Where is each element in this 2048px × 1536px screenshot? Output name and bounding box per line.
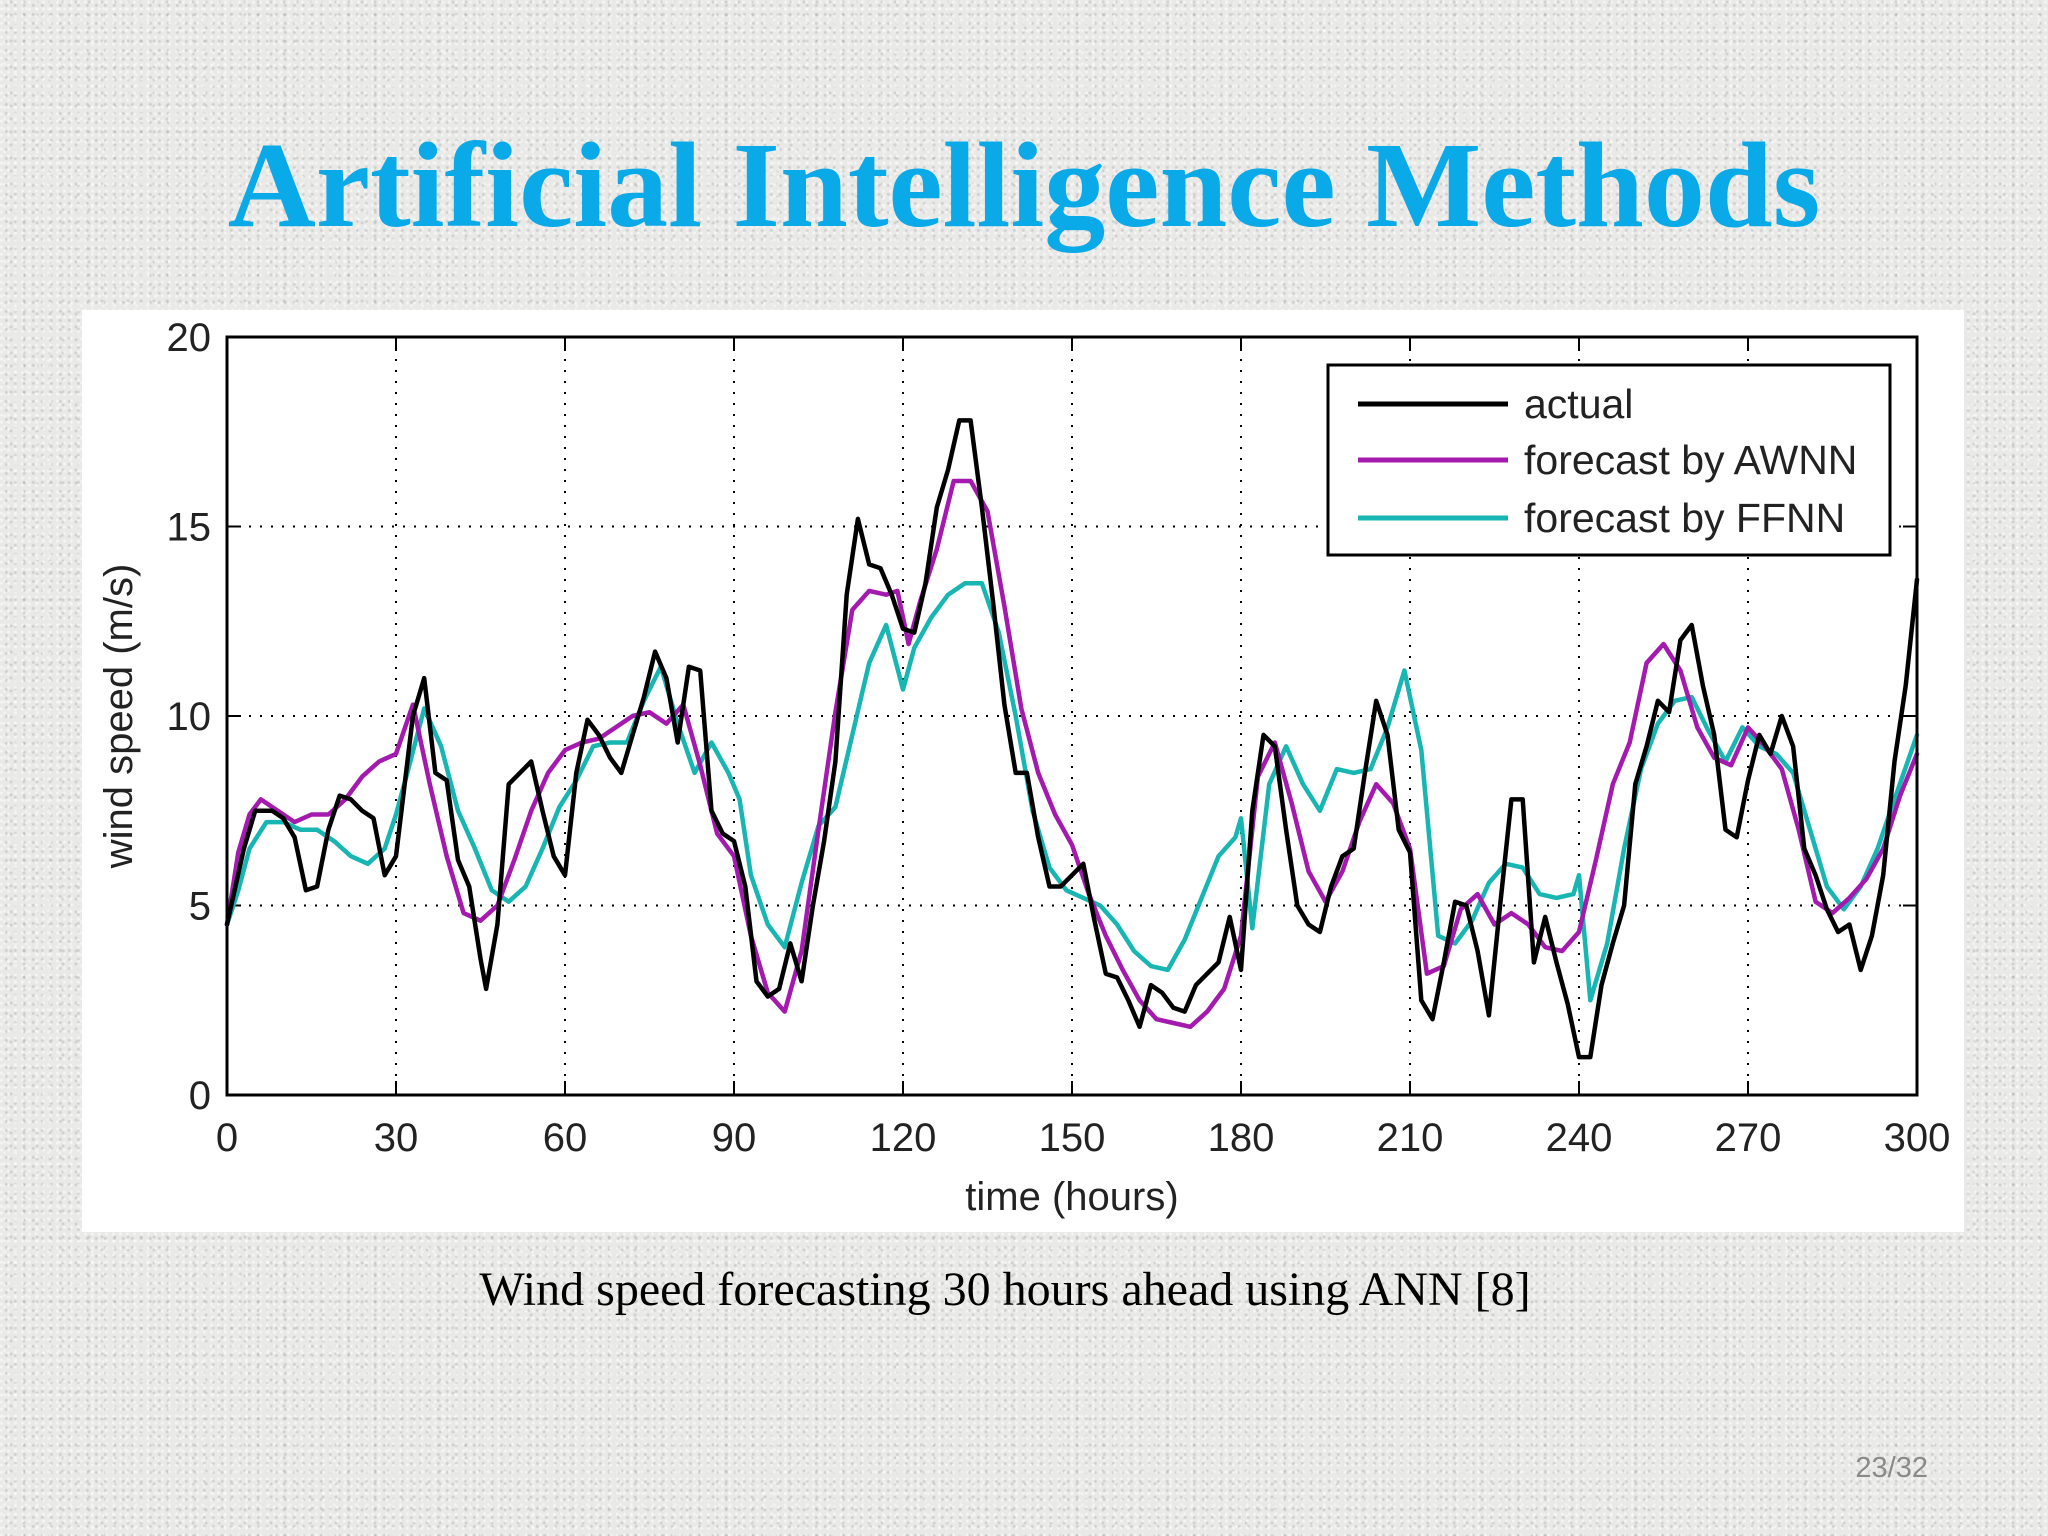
slide-title: Artificial Intelligence Methods bbox=[227, 118, 1821, 253]
legend-label-ffnn: forecast by FFNN bbox=[1524, 495, 1845, 541]
x-tick-label: 90 bbox=[712, 1116, 757, 1160]
y-tick-label: 0 bbox=[189, 1074, 211, 1118]
legend: actual forecast by AWNN forecast by FFNN bbox=[1326, 363, 1892, 557]
legend-label-awnn: forecast by AWNN bbox=[1524, 437, 1857, 483]
x-tick-label: 60 bbox=[543, 1116, 588, 1160]
y-tick-label: 20 bbox=[167, 316, 212, 360]
x-tick-label: 270 bbox=[1715, 1116, 1782, 1160]
tick-labels: 0 30 60 90 120 150 180 210 240 270 300 0 5 10 15 20 bbox=[167, 316, 1951, 1160]
x-axis-label: time (hours) bbox=[965, 1175, 1178, 1219]
line-chart: 0 30 60 90 120 150 180 210 240 270 300 0 5 10 15 20 tim… bbox=[97, 316, 1951, 1219]
x-tick-label: 30 bbox=[374, 1116, 419, 1160]
series-line-actual bbox=[224, 418, 1920, 1060]
page-number: 23/32 bbox=[1855, 1452, 1928, 1484]
y-axis-label: wind speed (m/s) bbox=[97, 564, 141, 870]
x-tick-label: 120 bbox=[870, 1116, 937, 1160]
x-tick-label: 150 bbox=[1039, 1116, 1106, 1160]
series-lines bbox=[224, 418, 1920, 1060]
y-tick-label: 10 bbox=[167, 695, 212, 739]
y-tick-label: 15 bbox=[167, 506, 212, 550]
figure-caption: Wind speed forecasting 30 hours ahead us… bbox=[479, 1263, 1531, 1316]
plot-frame bbox=[225, 335, 1919, 1097]
x-tick-label: 180 bbox=[1208, 1116, 1275, 1160]
x-tick-label: 300 bbox=[1884, 1116, 1951, 1160]
x-tick-label: 210 bbox=[1377, 1116, 1444, 1160]
chart-panel: 0 30 60 90 120 150 180 210 240 270 300 0 5 10 15 20 tim… bbox=[82, 310, 1964, 1232]
legend-label-actual: actual bbox=[1524, 381, 1633, 427]
y-tick-label: 5 bbox=[189, 885, 211, 929]
series-line-ffnn bbox=[224, 581, 1920, 1003]
x-tick-label: 0 bbox=[216, 1116, 238, 1160]
x-tick-label: 240 bbox=[1546, 1116, 1613, 1160]
